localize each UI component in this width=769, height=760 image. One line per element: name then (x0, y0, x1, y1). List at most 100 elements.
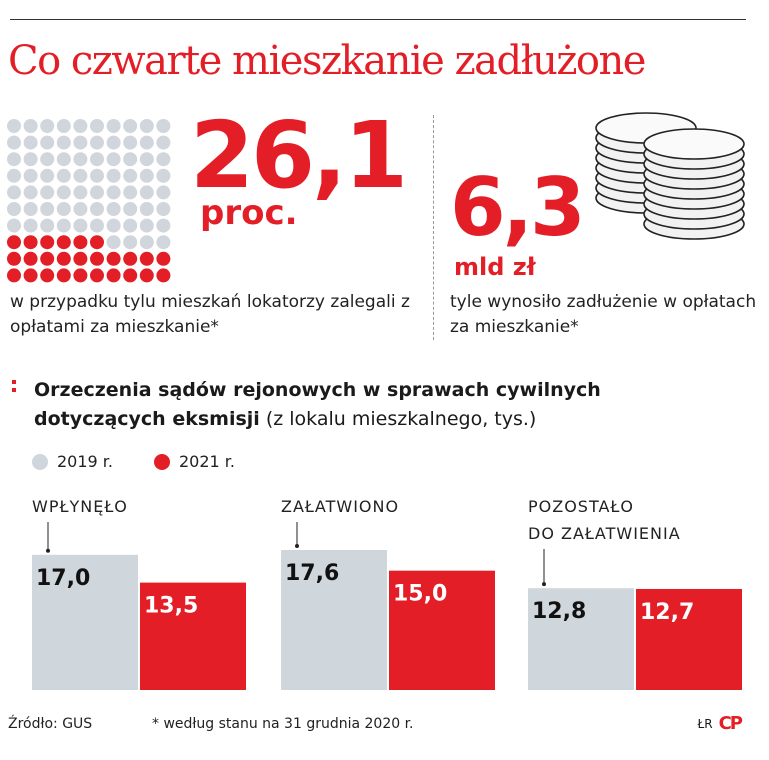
percent-dot (56, 202, 71, 216)
top-rule (10, 19, 746, 20)
legend-label-2019: 2019 r. (57, 452, 113, 471)
category-label: DO ZAŁATWIENIA (528, 524, 681, 543)
percent-dot (139, 152, 154, 167)
legend-swatch-2021 (154, 453, 170, 470)
percent-dot (106, 152, 121, 167)
percent-dot (23, 202, 38, 216)
percent-dot (7, 168, 21, 183)
bar-value-label: 15,0 (393, 582, 447, 607)
chart-title-bold: Orzeczenia sądów rejonowych w sprawach c… (34, 379, 601, 430)
percent-dot (23, 135, 38, 150)
footnote: * według stanu na 31 grudnia 2020 r. (152, 716, 414, 732)
bar (140, 582, 246, 690)
percent-dot-filled (40, 235, 55, 250)
percent-dot (23, 119, 38, 133)
percent-dot-filled (7, 251, 21, 266)
percent-dot-filled (123, 251, 138, 266)
bar-chart: WPŁYNĘŁO 17,0 13,5 ZAŁATWIONO 17,6 15,0 POZOST… (32, 497, 742, 690)
category-label: POZOSTAŁO (528, 497, 634, 516)
percent-dot-filled (106, 268, 121, 283)
percent-dot (156, 235, 171, 250)
percent-dot (123, 218, 138, 233)
percent-dot (7, 152, 21, 167)
percent-dot (156, 168, 171, 183)
percent-dot (56, 218, 71, 233)
percent-dot (123, 235, 138, 250)
percent-dot (123, 152, 138, 167)
stat-debt-value: 6,3 (450, 161, 586, 254)
stat-debt-description: tyle wynosiło zadłużenie w opłatach za m… (450, 292, 757, 337)
percent-dot (40, 218, 55, 233)
bar-value-label: 12,7 (640, 600, 694, 625)
percent-dot (90, 152, 104, 167)
coins-icon (595, 112, 745, 240)
percent-dot (106, 119, 121, 133)
percent-dot-filled (7, 235, 21, 250)
percent-dot-filled (139, 268, 154, 283)
percent-dot-filled (73, 251, 88, 266)
bar-value-label: 17,0 (36, 566, 90, 591)
percent-dot (73, 185, 88, 200)
percent-dot-filled (56, 268, 71, 283)
stat-divider (433, 115, 434, 340)
bar (32, 554, 138, 690)
percent-dot (139, 119, 154, 133)
percent-dot (90, 168, 104, 183)
percent-dot (73, 202, 88, 216)
author-credit: ŁR (697, 716, 713, 731)
stat-percent-description: w przypadku tylu mieszkań lokatorzy zale… (10, 292, 410, 337)
logo-mark: CP (718, 713, 743, 734)
legend-swatch-2019 (32, 453, 48, 470)
percent-dot-filled (90, 251, 104, 266)
percent-dot-filled (56, 235, 71, 250)
percent-dot (106, 185, 121, 200)
source-note: Źródło: GUS (8, 716, 93, 732)
chart-title: Orzeczenia sądów rejonowych w sprawach c… (34, 376, 734, 434)
percent-dot (139, 235, 154, 250)
percent-dot (56, 119, 71, 133)
percent-dot (90, 135, 104, 150)
legend-item-2019: 2019 r. (32, 452, 113, 471)
category-label: WPŁYNĘŁO (32, 497, 128, 516)
percent-dot (156, 152, 171, 167)
bar (636, 588, 742, 690)
bar (281, 550, 387, 690)
percent-dot (123, 135, 138, 150)
percent-dot-filled (156, 268, 171, 283)
page-title: Co czwarte mieszkanie zadłużone (8, 38, 646, 84)
percent-dot-grid (7, 119, 171, 283)
percent-dot (73, 135, 88, 150)
percent-dot (139, 168, 154, 183)
percent-dot-filled (23, 251, 38, 266)
bar (528, 588, 634, 690)
percent-dot (56, 185, 71, 200)
percent-dot-filled (23, 268, 38, 283)
percent-dot (7, 185, 21, 200)
percent-dot (73, 152, 88, 167)
percent-dot (73, 218, 88, 233)
percent-dot (90, 218, 104, 233)
percent-dot (106, 218, 121, 233)
percent-dot (7, 119, 21, 133)
percent-dot (7, 202, 21, 216)
percent-dot (56, 135, 71, 150)
percent-dot (90, 202, 104, 216)
percent-dot (106, 168, 121, 183)
percent-dot (7, 218, 21, 233)
percent-dot (90, 119, 104, 133)
category-leader-dot (295, 544, 299, 548)
percent-dot (56, 152, 71, 167)
percent-dot (73, 119, 88, 133)
percent-dot-filled (23, 235, 38, 250)
percent-dot (90, 185, 104, 200)
percent-dot (40, 135, 55, 150)
percent-dot-filled (156, 251, 171, 266)
percent-dot (40, 168, 55, 183)
percent-dot (156, 135, 171, 150)
percent-dot (123, 168, 138, 183)
percent-dot (123, 185, 138, 200)
percent-dot (123, 119, 138, 133)
percent-dot-filled (123, 268, 138, 283)
percent-dot (156, 119, 171, 133)
legend-item-2021: 2021 r. (154, 452, 235, 471)
